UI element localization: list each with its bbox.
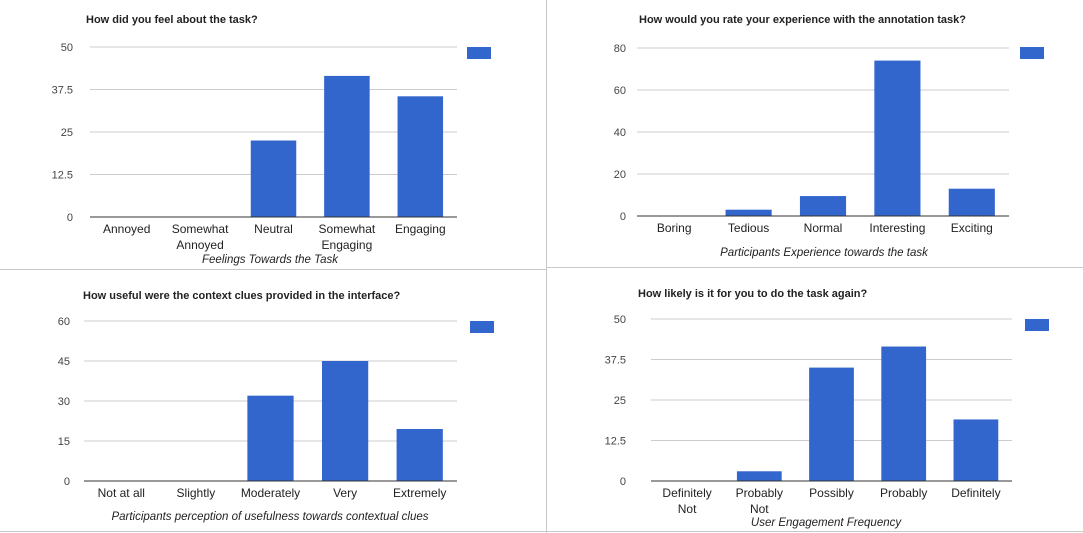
bar	[736, 471, 782, 481]
legend-swatch	[1020, 47, 1044, 59]
chart-feelings: How did you feel about the task? 0 12.5 25 3…	[52, 14, 491, 266]
y-tick-label: 0	[620, 476, 626, 488]
x-axis-label: User Engagement Frequency	[751, 517, 902, 529]
y-tick-label: 12.5	[52, 170, 73, 182]
bottom-divider	[0, 531, 1083, 532]
y-tick-label: 0	[64, 476, 70, 488]
x-axis-label: Participants perception of usefulness to…	[111, 511, 428, 523]
y-tick-label: 0	[67, 212, 73, 224]
bar	[948, 188, 995, 216]
chart-title: How did you feel about the task?	[86, 14, 258, 26]
x-tick-label: Interesting	[869, 221, 925, 235]
x-axis-label: Participants Experience towards the task	[720, 247, 929, 259]
legend-swatch	[470, 321, 494, 333]
x-tick-label: Normal	[804, 221, 843, 235]
x-tick-label: Probably	[880, 486, 927, 500]
y-tick-label: 80	[614, 43, 626, 55]
x-tick-label: Definitely	[662, 486, 711, 500]
legend-swatch	[1025, 319, 1049, 331]
x-tick-label: Slightly	[177, 486, 216, 500]
y-tick-label: 25	[61, 127, 73, 139]
bar	[321, 361, 369, 481]
y-tick-label: 50	[614, 314, 626, 326]
y-tick-label: 12.5	[605, 436, 626, 448]
bar	[324, 75, 370, 218]
y-tick-label: 40	[614, 127, 626, 139]
x-tick-label: Probably	[736, 486, 783, 500]
x-tick-label: Definitely	[951, 486, 1000, 500]
x-tick-label: Engaging	[395, 222, 446, 236]
y-tick-label: 15	[58, 436, 70, 448]
x-tick-label: Boring	[657, 221, 692, 235]
y-tick-label: 20	[614, 169, 626, 181]
x-tick-label: Annoyed	[103, 222, 150, 236]
chart-panel-task-again: How likely is it for you to do the task …	[548, 270, 1083, 533]
chart-title: How would you rate your experience with …	[639, 14, 966, 26]
legend-swatch	[467, 47, 491, 59]
bar	[725, 209, 772, 216]
chart-title: How useful were the context clues provid…	[83, 290, 401, 302]
x-tick-label: Moderately	[241, 486, 300, 500]
x-tick-label: Neutral	[254, 222, 293, 236]
x-tick-label: Engaging	[322, 238, 373, 252]
chart-task-again: How likely is it for you to do the task …	[605, 288, 1049, 529]
y-tick-label: 37.5	[52, 85, 73, 97]
x-tick-label: Tedious	[728, 221, 769, 235]
chart-experience: How would you rate your experience with …	[614, 14, 1044, 259]
bar	[881, 346, 927, 481]
chart-context-clues: How useful were the context clues provid…	[58, 290, 494, 523]
x-tick-label: Extremely	[393, 486, 446, 500]
y-tick-label: 0	[620, 211, 626, 223]
y-tick-label: 30	[58, 396, 70, 408]
bar	[953, 419, 999, 481]
bar	[874, 60, 921, 216]
x-tick-label: Somewhat	[319, 222, 376, 236]
y-tick-label: 25	[614, 395, 626, 407]
x-tick-label: Annoyed	[176, 238, 223, 252]
horizontal-divider-left	[0, 269, 546, 270]
bar	[397, 96, 444, 217]
y-tick-label: 60	[58, 316, 70, 328]
bar	[396, 429, 443, 481]
y-tick-label: 45	[58, 356, 70, 368]
bar	[799, 196, 847, 216]
x-tick-label: Not at all	[98, 486, 145, 500]
vertical-divider	[546, 0, 547, 533]
x-tick-label: Very	[333, 486, 357, 500]
chart-title: How likely is it for you to do the task …	[638, 288, 867, 300]
horizontal-divider-right	[547, 267, 1083, 268]
x-tick-label: Exciting	[951, 221, 993, 235]
x-axis-label: Feelings Towards the Task	[202, 254, 339, 266]
chart-panel-feelings: How did you feel about the task? 0 12.5 25 3…	[0, 0, 546, 268]
chart-panel-context-clues: How useful were the context clues provid…	[0, 270, 546, 533]
bar	[809, 367, 854, 481]
bar	[247, 395, 294, 481]
x-tick-label: Possibly	[809, 486, 854, 500]
y-tick-label: 50	[61, 42, 73, 54]
chart-panel-experience: How would you rate your experience with …	[548, 0, 1083, 268]
bar	[250, 140, 297, 217]
x-tick-label: Not	[750, 502, 769, 516]
x-tick-label: Somewhat	[172, 222, 229, 236]
x-tick-label: Not	[678, 502, 697, 516]
y-tick-label: 37.5	[605, 355, 626, 367]
y-tick-label: 60	[614, 85, 626, 97]
